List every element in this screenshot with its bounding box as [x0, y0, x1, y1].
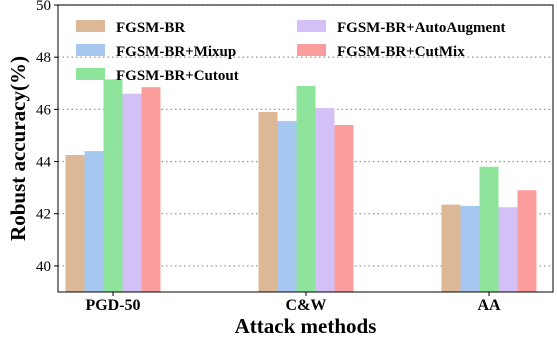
legend-label: FGSM-BR+AutoAugment: [337, 20, 506, 36]
legend-label: FGSM-BR+CutMix: [337, 44, 465, 60]
x-tick-label: C&W: [286, 297, 327, 314]
legend-swatch: [76, 20, 105, 32]
bars: [65, 79, 537, 293]
bar: [296, 85, 316, 292]
bar: [122, 93, 142, 292]
legend-swatch: [297, 44, 326, 56]
legend-swatch: [297, 20, 326, 32]
y-tick-label: 50: [36, 0, 51, 14]
bar: [103, 79, 123, 292]
y-tick-label: 44: [36, 155, 52, 171]
y-axis-title: Robust accuracy(%): [6, 56, 30, 241]
bar: [441, 204, 461, 292]
bar: [258, 111, 278, 293]
bar: [498, 207, 518, 292]
y-tick-label: 40: [36, 259, 51, 275]
bar: [517, 190, 537, 292]
bar: [315, 108, 335, 293]
legend-label: FGSM-BR: [116, 20, 185, 36]
legend-swatch: [76, 68, 105, 80]
legend: FGSM-BR FGSM-BR+Mixup FGSM-BR+Cutout FGSM-B…: [76, 20, 506, 84]
bar: [65, 155, 85, 292]
bar: [460, 205, 480, 292]
bar: [84, 151, 104, 292]
x-axis-ticks: PGD-50 C&W AA: [85, 292, 501, 314]
x-tick-label: PGD-50: [85, 297, 140, 314]
legend-label: FGSM-BR+Cutout: [116, 68, 239, 84]
y-axis-ticks: 40 42 44 46 48 50: [36, 0, 58, 275]
bar: [334, 125, 354, 292]
y-tick-label: 46: [36, 102, 52, 118]
x-axis-title: Attack methods: [235, 314, 377, 338]
bar: [277, 121, 297, 292]
bar: [141, 87, 161, 292]
y-tick-label: 48: [36, 50, 51, 66]
x-tick-label: AA: [477, 297, 501, 314]
y-tick-label: 42: [36, 207, 51, 223]
bar: [479, 166, 499, 292]
legend-swatch: [76, 44, 105, 56]
legend-label: FGSM-BR+Mixup: [116, 44, 236, 60]
